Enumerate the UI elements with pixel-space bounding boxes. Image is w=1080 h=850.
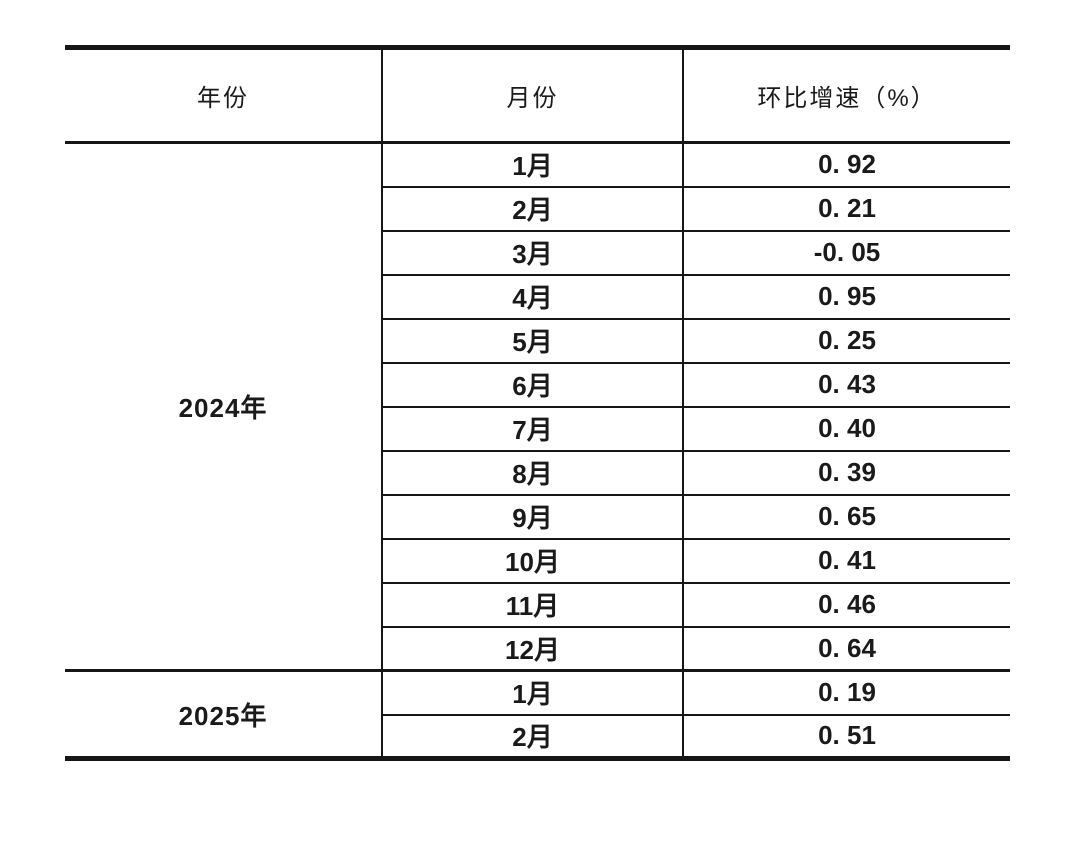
table-row: 2月 0. 51 <box>65 713 1010 759</box>
growth-cell: -0. 05 <box>682 229 1010 275</box>
table-row: 4月 0. 95 <box>65 273 1010 319</box>
month-cell: 4月 <box>381 273 683 319</box>
growth-cell: 0. 65 <box>682 493 1010 539</box>
table-row: 3月 -0. 05 <box>65 229 1010 275</box>
table-row: 5月 0. 25 <box>65 317 1010 363</box>
month-cell: 2月 <box>381 713 683 759</box>
month-cell: 9月 <box>381 493 683 539</box>
month-cell: 12月 <box>381 625 683 671</box>
growth-cell: 0. 41 <box>682 537 1010 583</box>
growth-cell: 0. 64 <box>682 625 1010 671</box>
month-cell: 2月 <box>381 185 683 231</box>
growth-cell: 0. 39 <box>682 449 1010 495</box>
month-cell: 10月 <box>381 537 683 583</box>
growth-cell: 0. 92 <box>682 141 1010 187</box>
growth-cell: 0. 19 <box>682 669 1010 715</box>
growth-cell: 0. 21 <box>682 185 1010 231</box>
header-row: 年份 月份 环比增速（%） <box>65 47 1010 144</box>
table-row: 11月 0. 46 <box>65 581 1010 627</box>
growth-cell: 0. 51 <box>682 713 1010 759</box>
month-cell: 11月 <box>381 581 683 627</box>
table-row: 6月 0. 43 <box>65 361 1010 407</box>
month-cell: 5月 <box>381 317 683 363</box>
month-cell: 7月 <box>381 405 683 451</box>
growth-cell: 0. 95 <box>682 273 1010 319</box>
year-cell-2025: 2025年 <box>65 669 382 759</box>
table-row: 12月 0. 64 <box>65 625 1010 671</box>
table-row: 2024年 1月 0. 92 <box>65 141 1010 671</box>
growth-cell: 0. 25 <box>682 317 1010 363</box>
month-cell: 1月 <box>381 141 683 187</box>
growth-cell: 0. 46 <box>682 581 1010 627</box>
growth-cell: 0. 43 <box>682 361 1010 407</box>
header-month: 月份 <box>381 47 683 144</box>
month-cell: 8月 <box>381 449 683 495</box>
growth-cell: 0. 40 <box>682 405 1010 451</box>
table-row: 2025年 1月 0. 19 <box>65 669 1010 759</box>
year-cell-2024: 2024年 <box>65 142 382 671</box>
header-growth: 环比增速（%） <box>682 47 1010 144</box>
table-row: 8月 0. 39 <box>65 449 1010 495</box>
month-cell: 3月 <box>381 229 683 275</box>
month-cell: 1月 <box>381 669 683 715</box>
table-row: 10月 0. 41 <box>65 537 1010 583</box>
table-row: 7月 0. 40 <box>65 405 1010 451</box>
growth-table: 年份 月份 环比增速（%） 2024年 1月 0. 92 2月 0. 21 3月… <box>65 45 1010 761</box>
month-cell: 6月 <box>381 361 683 407</box>
table-row: 9月 0. 65 <box>65 493 1010 539</box>
header-year: 年份 <box>65 47 382 144</box>
table-row: 2月 0. 21 <box>65 185 1010 231</box>
